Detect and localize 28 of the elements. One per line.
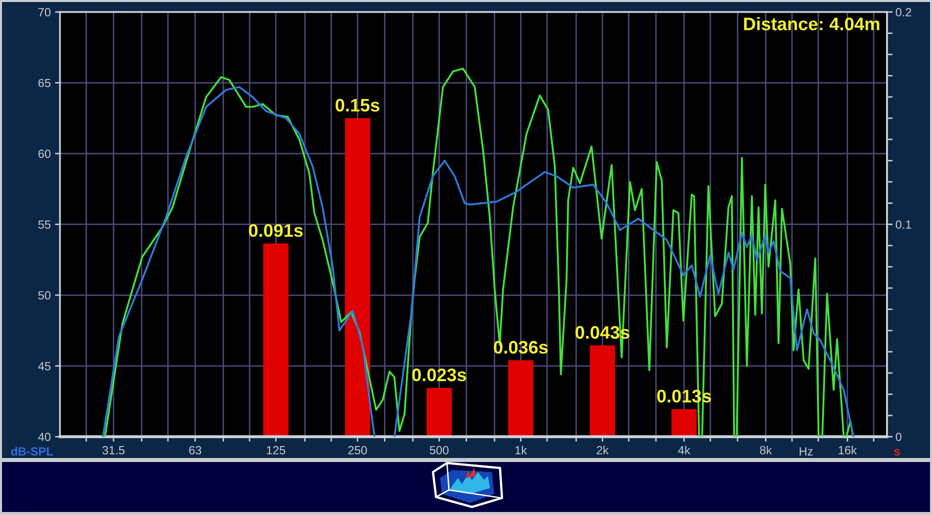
y-tick-label: 45 bbox=[38, 362, 50, 370]
data-label: 0.15s bbox=[336, 98, 380, 112]
annotation: Distance: 4.04m bbox=[744, 17, 880, 30]
x-tick-label: 2k bbox=[596, 446, 609, 454]
x-tick-label: 1k bbox=[515, 446, 528, 454]
y2-tick-label: 0.1 bbox=[896, 220, 912, 229]
y-tick-label: 65 bbox=[38, 78, 50, 88]
y2-tick-label: 0 bbox=[896, 432, 902, 442]
data-label: 0.023s bbox=[412, 368, 466, 382]
y2-axis-title: s bbox=[894, 448, 900, 456]
x-tick-label: 63 bbox=[189, 446, 202, 454]
y2-tick-label: 0.2 bbox=[896, 8, 912, 16]
y-tick-label: 60 bbox=[38, 150, 51, 158]
x-tick-label: 125 bbox=[266, 446, 286, 454]
data-label: 0.091s bbox=[248, 224, 303, 237]
y-tick-label: 40 bbox=[38, 432, 51, 442]
x-axis-title: Hz bbox=[800, 447, 813, 456]
y-axis-title: dB-SPL bbox=[11, 446, 53, 456]
y-tick-label: 70 bbox=[38, 8, 51, 16]
x-tick-label: 4k bbox=[678, 446, 690, 454]
x-tick-label: 8k bbox=[760, 446, 772, 454]
x-tick-label: 16k bbox=[838, 446, 857, 454]
x-tick-label: 31.5 bbox=[102, 446, 124, 454]
data-label: 0.036s bbox=[494, 340, 548, 354]
x-tick-label: 250 bbox=[348, 446, 367, 454]
y-tick-label: 50 bbox=[38, 291, 51, 300]
x-tick-label: 500 bbox=[430, 446, 449, 454]
y-tick-label: 55 bbox=[38, 220, 50, 229]
